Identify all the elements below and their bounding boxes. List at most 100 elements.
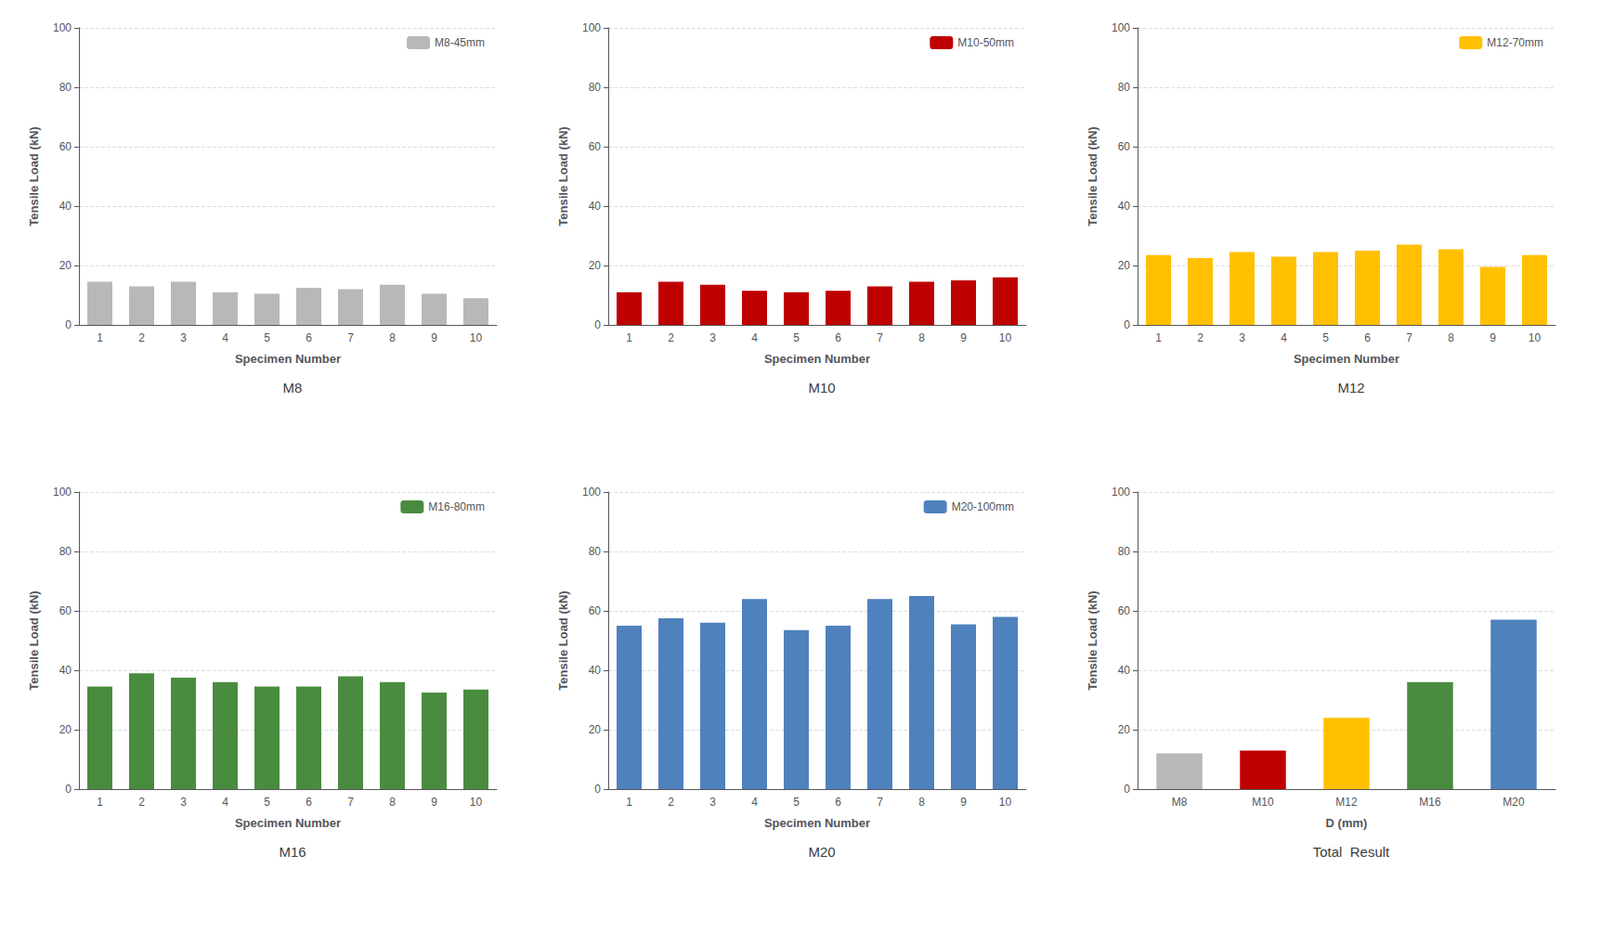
svg-text:3: 3: [180, 795, 187, 809]
svg-text:Specimen Number: Specimen Number: [234, 351, 341, 366]
svg-text:6: 6: [305, 331, 313, 345]
svg-text:80: 80: [59, 545, 73, 559]
svg-text:3: 3: [709, 795, 716, 809]
svg-text:9: 9: [960, 331, 967, 345]
svg-text:80: 80: [1118, 545, 1132, 559]
svg-text:M20: M20: [807, 844, 835, 860]
svg-text:40: 40: [1118, 663, 1132, 677]
svg-text:4: 4: [751, 795, 758, 809]
svg-text:M8-45mm: M8-45mm: [434, 36, 485, 50]
svg-text:M8: M8: [1171, 795, 1188, 809]
svg-text:3: 3: [709, 331, 716, 345]
svg-text:5: 5: [263, 331, 271, 345]
svg-text:40: 40: [588, 663, 602, 677]
svg-text:M12: M12: [1335, 795, 1358, 809]
svg-text:Specimen Number: Specimen Number: [764, 816, 871, 831]
svg-text:Specimen Number: Specimen Number: [764, 351, 871, 366]
svg-text:20: 20: [588, 259, 602, 273]
svg-text:40: 40: [1118, 199, 1132, 213]
svg-text:Tensile Load (kN): Tensile Load (kN): [26, 126, 41, 226]
svg-text:20: 20: [588, 723, 602, 737]
svg-text:0: 0: [594, 318, 601, 332]
svg-text:0: 0: [1123, 318, 1131, 332]
svg-text:100: 100: [1111, 485, 1131, 499]
svg-text:20: 20: [59, 259, 73, 273]
svg-text:0: 0: [65, 318, 72, 332]
svg-text:7: 7: [1405, 331, 1413, 345]
svg-text:Tensile Load (kN): Tensile Load (kN): [1085, 590, 1100, 690]
svg-text:9: 9: [1489, 331, 1496, 345]
svg-text:100: 100: [52, 485, 72, 499]
svg-text:80: 80: [1118, 80, 1132, 94]
svg-text:Specimen Number: Specimen Number: [1293, 351, 1400, 366]
svg-text:M20-100mm: M20-100mm: [951, 500, 1015, 514]
svg-text:3: 3: [180, 331, 187, 345]
svg-text:20: 20: [1118, 723, 1132, 737]
svg-text:10: 10: [1528, 331, 1542, 345]
svg-text:20: 20: [1118, 259, 1132, 273]
svg-text:M16: M16: [278, 844, 306, 860]
svg-text:10: 10: [999, 795, 1013, 809]
svg-text:5: 5: [263, 795, 271, 809]
svg-text:80: 80: [588, 80, 602, 94]
svg-text:M12-70mm: M12-70mm: [1486, 36, 1544, 50]
svg-text:2: 2: [667, 331, 675, 345]
svg-text:10: 10: [999, 331, 1013, 345]
svg-text:5: 5: [793, 795, 800, 809]
svg-text:60: 60: [1118, 604, 1132, 618]
svg-text:0: 0: [65, 782, 72, 796]
svg-text:2: 2: [667, 795, 675, 809]
svg-text:0: 0: [594, 782, 601, 796]
svg-text:8: 8: [389, 795, 396, 809]
svg-text:7: 7: [347, 331, 354, 345]
svg-text:100: 100: [52, 21, 72, 35]
svg-text:Tensile Load (kN): Tensile Load (kN): [556, 590, 571, 690]
svg-text:9: 9: [430, 331, 438, 345]
svg-text:100: 100: [1111, 21, 1131, 35]
svg-text:Tensile Load (kN): Tensile Load (kN): [556, 126, 571, 226]
svg-text:1: 1: [625, 331, 633, 345]
svg-text:40: 40: [59, 663, 73, 677]
svg-text:D (mm): D (mm): [1326, 816, 1368, 831]
svg-text:4: 4: [1280, 331, 1288, 345]
svg-text:60: 60: [1118, 140, 1132, 154]
svg-text:80: 80: [588, 545, 602, 559]
svg-text:M16: M16: [1418, 795, 1442, 809]
svg-text:8: 8: [389, 331, 396, 345]
svg-text:9: 9: [430, 795, 438, 809]
svg-text:2: 2: [1196, 331, 1204, 345]
svg-text:1: 1: [96, 331, 104, 345]
svg-text:6: 6: [1364, 331, 1371, 345]
svg-text:8: 8: [1447, 331, 1455, 345]
svg-text:60: 60: [588, 604, 602, 618]
svg-text:20: 20: [59, 723, 73, 737]
svg-text:6: 6: [305, 795, 313, 809]
svg-text:60: 60: [588, 140, 602, 154]
svg-text:4: 4: [221, 331, 229, 345]
svg-text:M12: M12: [1337, 379, 1365, 396]
svg-text:10: 10: [469, 331, 483, 345]
svg-text:1: 1: [96, 795, 104, 809]
svg-text:4: 4: [221, 795, 229, 809]
svg-text:7: 7: [347, 795, 354, 809]
svg-text:3: 3: [1238, 331, 1246, 345]
svg-text:6: 6: [834, 331, 842, 345]
svg-text:0: 0: [1123, 782, 1131, 796]
svg-text:80: 80: [59, 80, 73, 94]
svg-text:4: 4: [751, 331, 758, 345]
svg-text:6: 6: [834, 795, 842, 809]
svg-text:1: 1: [625, 795, 633, 809]
svg-text:Tensile Load (kN): Tensile Load (kN): [1085, 126, 1100, 226]
svg-text:100: 100: [582, 485, 601, 499]
svg-text:M16-80mm: M16-80mm: [428, 500, 485, 514]
svg-text:40: 40: [59, 199, 73, 213]
svg-text:2: 2: [138, 795, 145, 809]
svg-text:40: 40: [588, 199, 602, 213]
svg-text:8: 8: [918, 795, 925, 809]
svg-text:5: 5: [793, 331, 800, 345]
svg-text:100: 100: [582, 21, 601, 35]
svg-text:7: 7: [876, 331, 884, 345]
svg-text:Tensile Load (kN): Tensile Load (kN): [26, 590, 41, 690]
svg-text:9: 9: [960, 795, 967, 809]
svg-text:60: 60: [59, 604, 73, 618]
